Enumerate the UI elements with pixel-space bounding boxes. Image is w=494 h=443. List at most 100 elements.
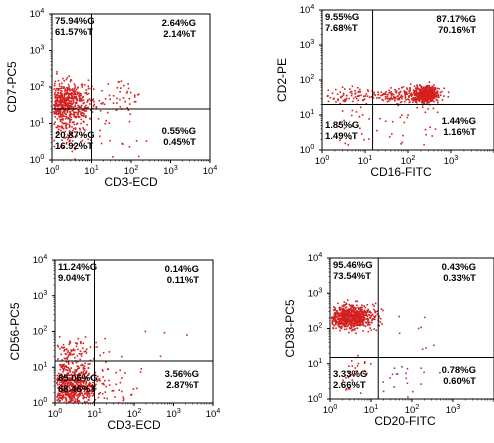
event-dot xyxy=(59,96,62,98)
event-dot xyxy=(76,123,78,125)
event-dot xyxy=(370,96,373,98)
event-dot xyxy=(351,314,353,317)
event-dot xyxy=(342,312,345,315)
event-dot xyxy=(56,384,59,386)
event-dot xyxy=(77,367,79,370)
event-dot xyxy=(361,311,363,313)
event-dot xyxy=(67,393,70,395)
event-dot xyxy=(425,133,427,136)
event-dot xyxy=(86,101,88,103)
event-dot xyxy=(75,115,77,118)
event-dot xyxy=(359,324,361,327)
event-dot xyxy=(379,321,382,323)
quadrant-upper-right-stat: 70.16%T xyxy=(438,25,476,36)
event-dot xyxy=(67,105,69,107)
event-dot xyxy=(341,326,343,328)
event-dot xyxy=(81,392,83,395)
event-dot xyxy=(67,401,70,403)
event-dot xyxy=(116,97,118,100)
event-dot xyxy=(367,321,369,324)
event-dot xyxy=(74,86,76,89)
event-dot xyxy=(124,100,126,103)
event-dot xyxy=(104,337,106,340)
event-dot xyxy=(83,385,85,388)
event-dot xyxy=(356,316,359,319)
x-tick-exponent: 1 xyxy=(368,155,372,162)
event-dot xyxy=(345,94,348,97)
event-dot xyxy=(342,319,345,322)
event-dot xyxy=(427,91,430,94)
event-dot xyxy=(336,93,339,95)
event-dot xyxy=(395,373,398,375)
event-dot xyxy=(72,102,74,105)
event-dot xyxy=(62,381,64,383)
event-dot xyxy=(63,96,66,99)
y-tick-label: 101 xyxy=(30,118,45,130)
event-dot xyxy=(57,398,60,400)
event-dot xyxy=(354,90,356,92)
event-dot xyxy=(427,93,429,96)
event-dot xyxy=(76,98,78,100)
y-axis-label: CD38-PC5 xyxy=(283,299,297,357)
event-dot xyxy=(89,363,91,365)
event-dot xyxy=(77,87,79,89)
event-dot xyxy=(102,376,104,378)
event-dot xyxy=(67,83,70,86)
event-dot xyxy=(70,116,72,119)
event-dot xyxy=(432,97,435,99)
event-dot xyxy=(399,116,402,119)
event-dot xyxy=(112,102,115,104)
event-dot xyxy=(359,321,362,323)
event-dot xyxy=(437,95,440,98)
event-dot xyxy=(389,91,391,94)
event-dot xyxy=(362,317,365,320)
event-dot xyxy=(342,310,344,313)
event-dot xyxy=(81,84,83,86)
event-dot xyxy=(406,87,408,89)
event-dot xyxy=(391,92,394,95)
event-dot xyxy=(390,93,392,95)
event-dot xyxy=(349,319,352,322)
event-dot xyxy=(436,90,439,93)
event-dot xyxy=(361,315,364,317)
event-dot xyxy=(71,132,74,134)
event-dot xyxy=(422,98,425,101)
event-dot xyxy=(432,94,434,97)
event-dot xyxy=(60,129,62,132)
event-dot xyxy=(82,397,85,399)
event-dot xyxy=(65,91,68,94)
event-dot xyxy=(76,355,79,357)
event-dot xyxy=(76,365,79,368)
event-dot xyxy=(340,96,342,99)
event-dot xyxy=(56,103,58,105)
event-dot xyxy=(71,95,73,98)
event-dot xyxy=(356,365,359,367)
event-dot xyxy=(88,390,90,393)
event-dot xyxy=(99,110,102,112)
event-dot xyxy=(402,86,405,88)
event-dot xyxy=(327,89,330,91)
event-dot xyxy=(432,96,434,98)
event-dot xyxy=(67,97,69,100)
event-dot xyxy=(64,384,67,387)
event-dot xyxy=(122,97,125,99)
event-dot xyxy=(102,101,104,104)
event-dot xyxy=(68,353,71,356)
event-dot xyxy=(74,376,77,378)
event-dot xyxy=(365,322,368,324)
event-dot xyxy=(67,108,69,111)
event-dot xyxy=(78,97,81,100)
event-dot xyxy=(333,318,336,320)
event-dot xyxy=(68,374,70,377)
event-dot xyxy=(340,322,342,325)
event-dot xyxy=(390,94,393,96)
event-dot xyxy=(426,102,428,105)
event-dot xyxy=(108,351,111,353)
event-dot xyxy=(334,321,337,323)
event-dot xyxy=(63,391,65,393)
event-dot xyxy=(406,382,409,385)
event-dot xyxy=(347,319,350,321)
event-dot xyxy=(334,307,337,309)
event-dot xyxy=(58,103,60,106)
